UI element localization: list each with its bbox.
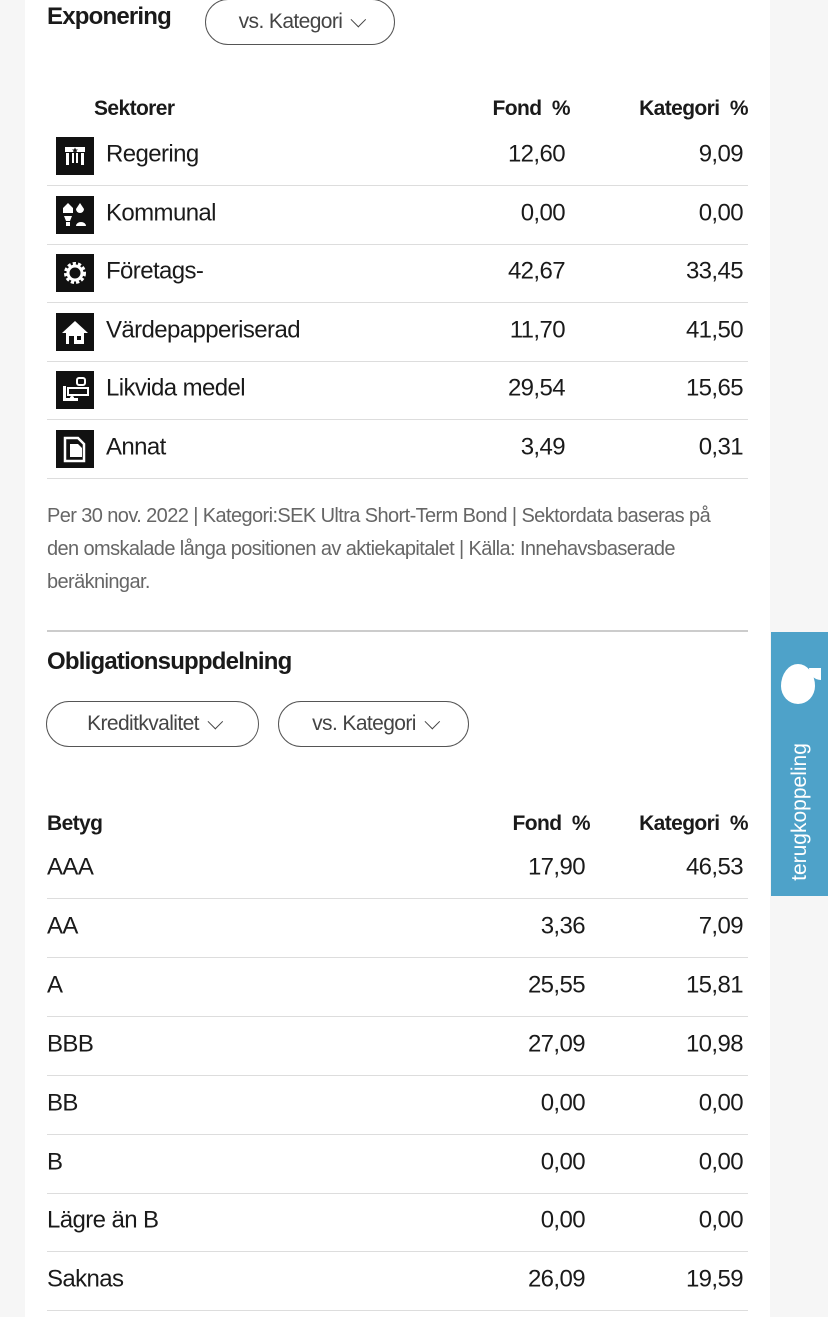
pill-label: vs. Kategori bbox=[312, 712, 416, 735]
row-label: BB bbox=[47, 1089, 78, 1117]
fund-value: 0,00 bbox=[520, 199, 566, 227]
category-value: 9,09 bbox=[698, 140, 744, 168]
category-value: 7,09 bbox=[698, 912, 744, 940]
category-header: Kategori % bbox=[639, 97, 749, 120]
feedback-label: terugkoppeling bbox=[787, 743, 811, 881]
table-row: Lägre än B 0,00 0,00 bbox=[47, 1193, 748, 1253]
category-value: 19,59 bbox=[685, 1265, 744, 1293]
fund-value: 0,00 bbox=[540, 1148, 586, 1176]
table-row: A 25,55 15,81 bbox=[47, 958, 748, 1017]
chevron-down-icon bbox=[207, 713, 224, 729]
feedback-tab[interactable]: terugkoppeling bbox=[771, 632, 828, 896]
government-icon bbox=[56, 137, 94, 175]
row-label: Saknas bbox=[47, 1265, 124, 1293]
bonds-title: Obligationsuppdelning bbox=[47, 648, 292, 675]
row-label: Annat bbox=[106, 433, 166, 461]
row-label: A bbox=[47, 971, 63, 999]
pill-label: vs. Kategori bbox=[238, 10, 343, 33]
row-label: B bbox=[47, 1148, 63, 1176]
fund-header: Fond % bbox=[492, 97, 571, 120]
table-row: BB 0,00 0,00 bbox=[47, 1076, 748, 1135]
fund-value: 3,36 bbox=[540, 912, 586, 940]
row-label: Företags- bbox=[106, 257, 204, 285]
fund-header: Fond % bbox=[512, 812, 591, 835]
table-row: BBB 27,09 10,98 bbox=[47, 1017, 748, 1076]
fund-value: 25,55 bbox=[527, 971, 586, 999]
row-label: Regering bbox=[106, 140, 199, 168]
fund-value: 12,60 bbox=[507, 140, 566, 168]
rating-header: Betyg bbox=[47, 812, 103, 835]
table-row: Annat 3,49 0,31 bbox=[47, 420, 748, 479]
fund-value: 3,49 bbox=[520, 433, 566, 461]
fund-value: 42,67 bbox=[507, 257, 566, 285]
category-value: 46,53 bbox=[685, 853, 744, 881]
row-label: Värdepapperiserad bbox=[106, 316, 301, 344]
category-value: 41,50 bbox=[685, 316, 744, 344]
table-row: Saknas 26,09 19,59 bbox=[47, 1252, 748, 1312]
fund-value: 17,90 bbox=[527, 853, 586, 881]
fund-value: 0,00 bbox=[540, 1089, 586, 1117]
table-row: Likvida medel 29,54 15,65 bbox=[47, 361, 748, 421]
credit-quality-dropdown[interactable]: Kreditkvalitet bbox=[46, 701, 259, 747]
chevron-down-icon bbox=[350, 11, 367, 27]
fund-value: 0,00 bbox=[540, 1206, 586, 1234]
category-value: 15,81 bbox=[685, 971, 744, 999]
table-row: AAA 17,90 46,53 bbox=[47, 840, 748, 899]
category-value: 0,00 bbox=[698, 1089, 744, 1117]
content-card bbox=[25, 0, 770, 1317]
section-divider bbox=[47, 630, 748, 632]
category-header: Kategori % bbox=[639, 812, 749, 835]
category-value: 0,31 bbox=[698, 433, 744, 461]
table-row: B 0,00 0,00 bbox=[47, 1135, 748, 1194]
exposure-title: Exponering bbox=[47, 3, 172, 30]
fund-value: 27,09 bbox=[527, 1030, 586, 1058]
row-label: Likvida medel bbox=[106, 374, 246, 402]
row-label: Kommunal bbox=[106, 199, 217, 227]
fund-value: 26,09 bbox=[527, 1265, 586, 1293]
category-value: 33,45 bbox=[685, 257, 744, 285]
category-value: 0,00 bbox=[698, 1206, 744, 1234]
pill-label: Kreditkvalitet bbox=[87, 712, 199, 735]
row-label: BBB bbox=[47, 1030, 94, 1058]
row-label: AA bbox=[47, 912, 78, 940]
municipal-icon bbox=[56, 195, 94, 234]
table-row: Företags- 42,67 33,45 bbox=[47, 244, 748, 304]
row-label: AAA bbox=[47, 853, 94, 881]
category-value: 0,00 bbox=[698, 199, 744, 227]
document-icon bbox=[56, 430, 94, 468]
exposure-compare-dropdown[interactable]: vs. Kategori bbox=[205, 0, 395, 45]
fund-value: 29,54 bbox=[507, 374, 566, 402]
row-label: Lägre än B bbox=[47, 1206, 159, 1234]
chevron-down-icon bbox=[424, 713, 440, 729]
cash-icon bbox=[56, 371, 94, 410]
sector-header: Sektorer bbox=[94, 97, 175, 120]
table-row: AA 3,36 7,09 bbox=[47, 899, 748, 958]
house-icon bbox=[56, 312, 94, 351]
category-value: 15,65 bbox=[685, 374, 744, 402]
fund-value: 11,70 bbox=[509, 316, 566, 344]
category-value: 0,00 bbox=[698, 1148, 744, 1176]
category-value: 10,98 bbox=[685, 1030, 744, 1058]
corporate-gear-icon bbox=[56, 254, 94, 293]
table-row: Regering 12,60 9,09 bbox=[47, 127, 748, 186]
speech-bubble-icon bbox=[781, 664, 821, 704]
bonds-compare-dropdown[interactable]: vs. Kategori bbox=[278, 701, 469, 747]
exposure-footnote: Per 30 nov. 2022 | Kategori:SEK Ultra Sh… bbox=[47, 505, 711, 593]
table-row: Värdepapperiserad 11,70 41,50 bbox=[47, 303, 748, 362]
table-row: Kommunal 0,00 0,00 bbox=[47, 186, 748, 245]
